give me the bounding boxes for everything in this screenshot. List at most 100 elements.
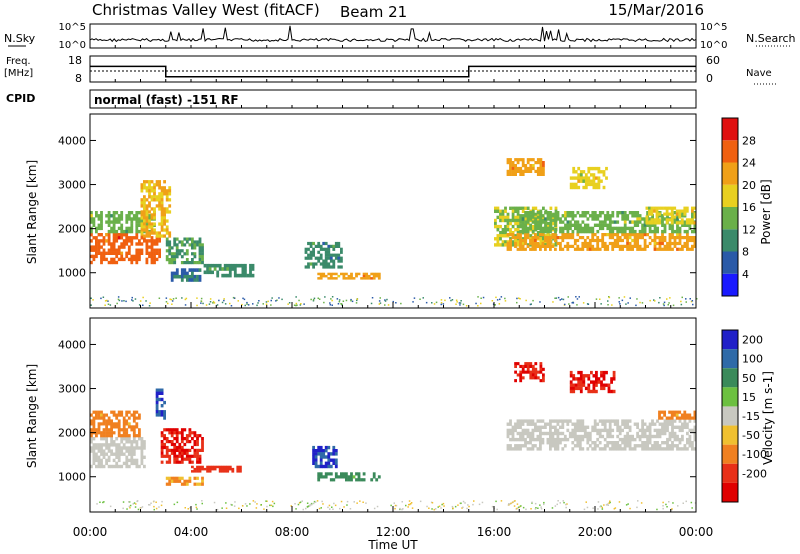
velocity-cell bbox=[155, 407, 159, 411]
velocity-cell bbox=[208, 470, 212, 473]
power-cell bbox=[616, 226, 620, 231]
power-cell bbox=[180, 249, 184, 253]
velocity-cell bbox=[658, 416, 661, 420]
velocity-cell bbox=[521, 437, 525, 442]
power-cell bbox=[216, 270, 220, 275]
power-cell bbox=[592, 185, 596, 190]
velocity-cell bbox=[693, 437, 697, 442]
velocity-cell bbox=[651, 447, 654, 451]
velocity-cell bbox=[206, 470, 209, 473]
power-ground-cell bbox=[395, 302, 397, 304]
velocity-ground-cell bbox=[559, 502, 561, 504]
velocity-cell bbox=[375, 478, 379, 482]
power-cell bbox=[598, 220, 602, 224]
power-cell bbox=[198, 261, 202, 265]
velocity-cell bbox=[671, 419, 674, 423]
velocity-cell bbox=[663, 425, 667, 429]
velocity-cell bbox=[536, 434, 540, 439]
velocity-cell bbox=[135, 440, 139, 444]
velocity-cell bbox=[579, 374, 583, 378]
power-cell bbox=[499, 209, 502, 213]
power-cell bbox=[92, 236, 96, 240]
velocity-cell bbox=[586, 437, 590, 442]
velocity-ground-cell bbox=[332, 508, 334, 510]
power-ground-cell bbox=[458, 302, 461, 304]
power-cell bbox=[579, 214, 582, 218]
power-cell bbox=[603, 244, 607, 248]
power-cell bbox=[244, 273, 247, 278]
velocity-cell bbox=[626, 425, 629, 429]
power-ground-cell bbox=[576, 304, 578, 306]
power-cell bbox=[153, 195, 156, 199]
velocity-cell bbox=[554, 425, 557, 429]
power-cell bbox=[521, 238, 525, 243]
power-cell bbox=[638, 233, 642, 237]
power-cell bbox=[595, 185, 598, 190]
power-ground-cell bbox=[270, 304, 272, 306]
velocity-cell bbox=[175, 440, 179, 444]
velocity-cell bbox=[661, 431, 664, 436]
power-cell bbox=[514, 164, 517, 168]
power-ground-cell bbox=[213, 302, 216, 304]
power-cell bbox=[122, 257, 126, 262]
power-cell bbox=[536, 244, 540, 248]
velocity-cell bbox=[163, 400, 166, 405]
power-cell bbox=[95, 226, 98, 231]
velocity-cell bbox=[556, 431, 560, 436]
velocity-cell bbox=[595, 380, 598, 384]
power-cell bbox=[574, 226, 577, 231]
velocity-cell bbox=[170, 442, 174, 447]
velocity-ground-cell bbox=[534, 508, 537, 510]
power-cell bbox=[531, 212, 535, 217]
velocity-cell bbox=[100, 431, 103, 435]
power-cell bbox=[686, 238, 689, 243]
power-cell bbox=[168, 252, 172, 256]
power-cell bbox=[521, 158, 525, 162]
freq-tick-top: 18 bbox=[68, 54, 82, 67]
power-cell bbox=[531, 164, 535, 168]
power-ground-cell bbox=[607, 300, 609, 302]
power-cell bbox=[122, 242, 126, 246]
power-cell bbox=[140, 248, 144, 252]
power-cell bbox=[539, 237, 543, 241]
velocity-cell bbox=[536, 437, 540, 442]
power-cell bbox=[531, 229, 535, 234]
power-cell bbox=[165, 225, 169, 229]
power-cell bbox=[581, 229, 585, 234]
power-ground-cell bbox=[107, 303, 110, 305]
velocity-ground-cell bbox=[662, 505, 664, 507]
velocity-cell bbox=[576, 422, 580, 426]
power-cell bbox=[633, 223, 637, 227]
power-cell bbox=[309, 244, 313, 248]
power-cell bbox=[556, 214, 560, 218]
power-region-9 bbox=[506, 233, 697, 251]
velocity-ground-cell bbox=[356, 502, 358, 504]
power-cell bbox=[539, 226, 542, 231]
power-cell bbox=[526, 169, 530, 173]
power-cell bbox=[554, 214, 557, 218]
velocity-ground-cell bbox=[457, 504, 459, 506]
power-cell bbox=[140, 183, 144, 187]
power-cell bbox=[566, 244, 570, 248]
power-cell bbox=[153, 228, 156, 232]
power-cell bbox=[529, 238, 532, 243]
power-cell bbox=[542, 172, 545, 176]
velocity-cell bbox=[140, 452, 144, 456]
velocity-cell bbox=[334, 472, 338, 476]
velocity-cell bbox=[611, 444, 615, 448]
power-cell bbox=[678, 221, 682, 225]
velocity-cell bbox=[334, 449, 338, 453]
power-cell bbox=[516, 215, 520, 220]
power-cell bbox=[95, 211, 98, 215]
velocity-ground-cell bbox=[134, 506, 137, 508]
power-cell bbox=[650, 206, 654, 210]
power-ground-cell bbox=[258, 300, 260, 302]
power-cell bbox=[554, 238, 557, 243]
power-cell bbox=[110, 245, 113, 249]
power-cell bbox=[661, 233, 664, 237]
power-cell bbox=[597, 176, 601, 180]
velocity-ground-cell bbox=[535, 507, 537, 509]
velocity-cell bbox=[563, 419, 567, 423]
power-cell bbox=[658, 238, 662, 243]
